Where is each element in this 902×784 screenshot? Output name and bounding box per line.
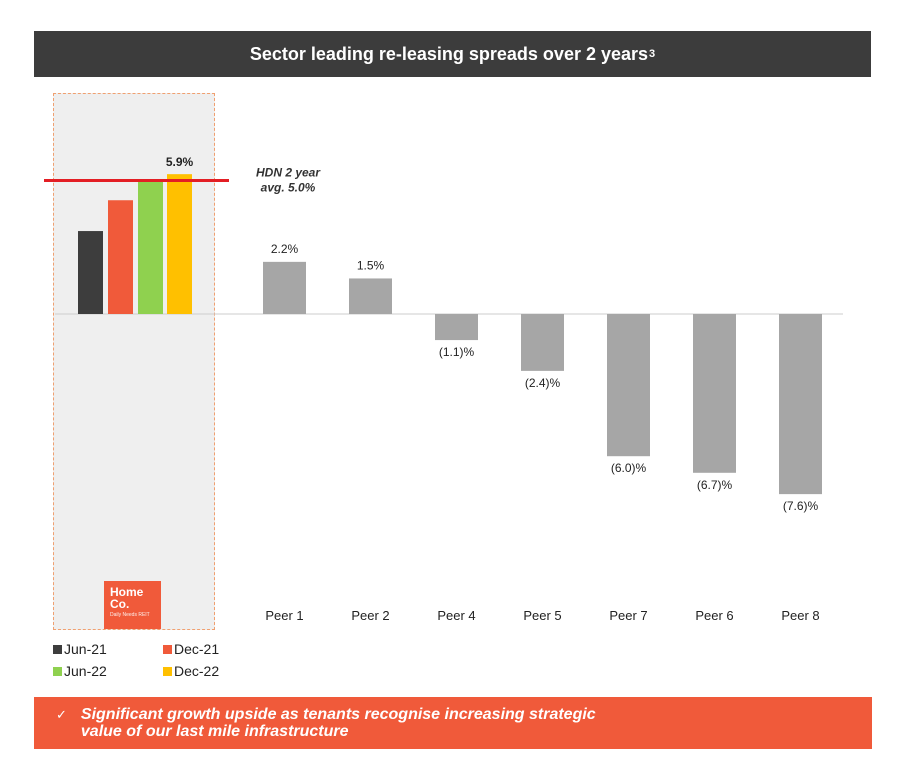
hdn-data-label: 5.9% [166, 155, 194, 169]
legend-label-dec22: Dec-22 [174, 663, 220, 679]
title-footnote: 3 [649, 48, 656, 60]
legend-label-jun21: Jun-21 [64, 641, 107, 657]
peer-data-label: (1.1)% [439, 345, 475, 359]
footer-line2: value of our last mile infrastructure [80, 723, 349, 740]
peer-bar-5 [607, 314, 650, 457]
legend-item-dec21: Dec-21 [163, 641, 273, 657]
peer-data-label: (7.6)% [783, 499, 819, 513]
category-label: Peer 8 [781, 608, 819, 623]
average-label-line2: avg. 5.0% [261, 181, 316, 195]
legend-swatch-dec21 [163, 644, 172, 654]
category-label: Peer 5 [523, 608, 561, 623]
peer-bar-7 [779, 314, 822, 495]
logo-line1: Home [110, 585, 144, 599]
logo-line2: Co. [110, 597, 130, 611]
category-label: Peer 4 [437, 608, 475, 623]
footer-text: Significant growth upside as tenants rec… [81, 706, 596, 749]
category-label: Peer 7 [609, 608, 647, 623]
hdn-bar-dec-21 [108, 200, 133, 314]
hdn-bar-jun-22 [138, 181, 163, 314]
hdn-bar-dec-22 [167, 174, 192, 314]
peer-data-label: (6.0)% [611, 461, 647, 475]
category-label: Peer 2 [351, 608, 389, 623]
chart-title: Sector leading re-leasing spreads over 2… [249, 43, 649, 64]
footer-banner: ✓ Significant growth upside as tenants r… [34, 697, 872, 749]
peer-data-label: (2.4)% [525, 376, 561, 390]
category-label: Peer 6 [695, 608, 733, 623]
hdn-bar-jun-21 [78, 231, 103, 314]
logo-tagline: Daily Needs REIT [110, 612, 150, 618]
legend-label-jun22: Jun-22 [64, 663, 107, 679]
legend-label-dec21: Dec-21 [174, 641, 220, 657]
peer-bar-2 [349, 278, 392, 314]
peer-bar-4 [521, 314, 564, 371]
peer-bar-1 [263, 261, 306, 314]
peer-data-label: 2.2% [271, 242, 299, 256]
legend-swatch-jun21 [53, 644, 62, 654]
footer-line1: Significant growth upside as tenants rec… [80, 706, 596, 723]
legend: Jun-21 Dec-21 Jun-22 Dec-22 [53, 638, 273, 682]
legend-item-jun21: Jun-21 [53, 641, 163, 657]
category-label: Peer 1 [265, 608, 303, 623]
peer-data-label: 1.5% [357, 258, 385, 272]
check-icon: ✓ [56, 707, 67, 722]
legend-swatch-jun22 [53, 666, 62, 676]
average-label-line1: HDN 2 year [256, 166, 321, 180]
peer-bar-3 [435, 314, 478, 341]
homeco-logo: Home Co. Daily Needs REIT [104, 581, 161, 629]
peer-bar-6 [693, 314, 736, 473]
peer-data-label: (6.7)% [697, 478, 733, 492]
chart-title-bar: Sector leading re-leasing spreads over 2… [34, 31, 871, 77]
legend-item-jun22: Jun-22 [53, 663, 163, 679]
legend-swatch-dec22 [163, 666, 172, 676]
legend-item-dec22: Dec-22 [163, 663, 273, 679]
